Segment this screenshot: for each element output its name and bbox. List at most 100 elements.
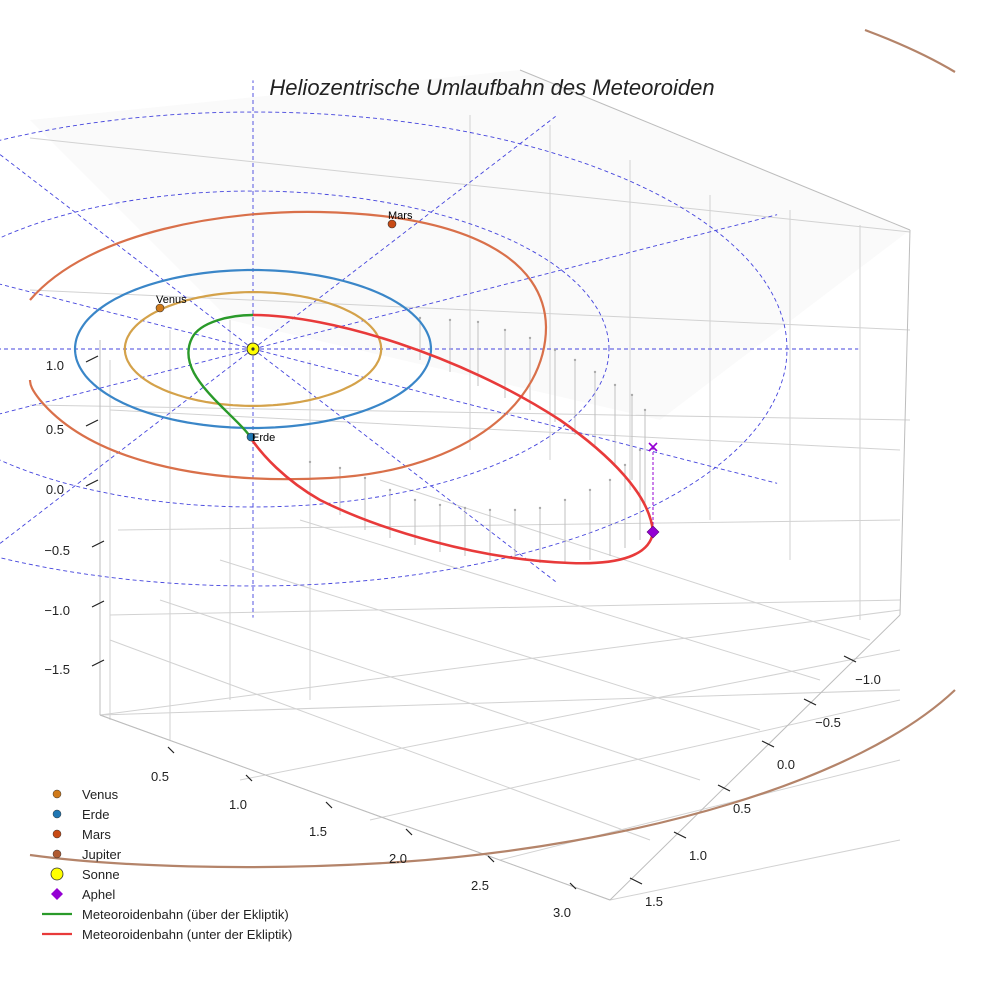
axis-edge-2 — [609, 614, 901, 901]
floor-line-9 — [499, 759, 901, 861]
legend-marker-erde — [52, 809, 62, 819]
legend-marker-sonne — [50, 867, 64, 881]
tick-mark-z-0 — [85, 355, 99, 363]
projection-tick-12 — [608, 478, 612, 482]
tick-mark-z-2 — [85, 479, 99, 487]
tick-mark-x-2 — [325, 801, 333, 809]
grid-line-h-5 — [109, 599, 901, 616]
planet-marker-erde — [246, 432, 256, 442]
projection-tick-20 — [553, 348, 557, 352]
projection-tick-17 — [476, 320, 480, 324]
projection-tick-19 — [528, 336, 532, 340]
orbit-venus — [123, 291, 383, 407]
orbit-mars — [28, 210, 548, 481]
projection-tick-2 — [363, 476, 367, 480]
projection-tick-7 — [488, 508, 492, 512]
tick-label-x-4: 2.5 — [471, 878, 489, 893]
projection-tick-11 — [588, 488, 592, 492]
planet-marker-venus — [155, 303, 165, 313]
orbit-erde — [73, 268, 433, 430]
legend-marker-jupiter — [52, 849, 62, 859]
axis-ticks: 1.0 0.5 0.0 −0.5 −1.0 −1.5 0.5 1.0 1.5 2.0 2.5 3.0 −… — [44, 355, 881, 920]
tick-label-z-4: −1.0 — [44, 603, 70, 618]
projection-tick-10 — [563, 498, 567, 502]
floor-line-2 — [159, 599, 701, 781]
tick-mark-z-5 — [91, 659, 105, 667]
projection-tick-6 — [463, 506, 467, 510]
tick-mark-z-1 — [85, 419, 99, 427]
orbit-jupiter-bottom — [29, 689, 956, 869]
legend-marker-aphel — [51, 888, 63, 900]
reference-grid — [0, 80, 859, 618]
tick-mark-z-3 — [91, 540, 105, 548]
tick-label-y-4: 1.0 — [689, 848, 707, 863]
legend-marker-mars — [52, 829, 62, 839]
projection-tick-5 — [438, 503, 442, 507]
axis-edge-3 — [899, 229, 911, 616]
planet-label-venus: Venus — [156, 294, 187, 306]
projection-tick-0 — [308, 460, 312, 464]
meteoroid-orbit-below-ecliptic — [248, 313, 655, 565]
tick-label-z-1: 0.5 — [46, 422, 64, 437]
tick-label-y-2: 0.0 — [777, 757, 795, 772]
tick-label-x-0: 0.5 — [151, 769, 169, 784]
tick-mark-x-1 — [245, 774, 253, 782]
projection-tick-21 — [573, 358, 577, 362]
aphel-projection-marker — [648, 442, 658, 452]
chart-title: Heliozentrische Umlaufbahn des Meteoroid… — [269, 75, 714, 100]
reference-ray-4 — [0, 153, 254, 350]
legend-label-sonne: Sonne — [82, 867, 120, 882]
projection-tick-8 — [513, 508, 517, 512]
tick-mark-x-4 — [487, 855, 495, 863]
tick-mark-y-4 — [673, 831, 687, 839]
tick-label-x-3: 2.0 — [389, 851, 407, 866]
grid-line-h-6 — [99, 689, 901, 716]
legend-label-jupiter: Jupiter — [82, 847, 122, 862]
floor-line-10 — [609, 839, 901, 901]
tick-mark-x-3 — [405, 828, 413, 836]
orbit-jupiter-top — [864, 28, 956, 73]
projection-tick-23 — [613, 383, 617, 387]
reference-ray-2 — [252, 116, 556, 350]
floor-line-6 — [99, 609, 901, 716]
tick-label-x-1: 1.0 — [229, 797, 247, 812]
tick-mark-y-5 — [629, 877, 643, 885]
tick-label-z-0: 1.0 — [46, 358, 64, 373]
reference-ray-8 — [0, 348, 254, 545]
meteoroid-orbit — [187, 313, 655, 565]
legend-label-mars: Mars — [82, 827, 111, 842]
tick-mark-y-0 — [843, 655, 857, 663]
projection-tick-13 — [623, 463, 627, 467]
projection-tick-24 — [630, 393, 634, 397]
projection-tick-14 — [638, 448, 642, 452]
axis-edge-4 — [519, 69, 911, 231]
tick-mark-z-4 — [91, 600, 105, 608]
reference-ray-11 — [252, 348, 778, 484]
legend-label-venus: Venus — [82, 787, 119, 802]
floor-line-8 — [369, 699, 901, 821]
tick-mark-y-3 — [717, 784, 731, 792]
legend-label-erde: Erde — [82, 807, 109, 822]
projection-tick-15 — [418, 316, 422, 320]
meteoroid-orbit-above-ecliptic — [187, 313, 254, 438]
projection-tick-9 — [538, 506, 542, 510]
planet-orbits — [28, 28, 956, 869]
tick-mark-y-2 — [761, 740, 775, 748]
projection-tick-1 — [338, 466, 342, 470]
projection-tick-16 — [448, 318, 452, 322]
floor-line-5 — [379, 479, 871, 641]
sun-center-dot — [251, 347, 255, 351]
planet-label-mars: Mars — [388, 210, 413, 222]
legend-label-meteoroidenbahn-unter-der-ekliptik: Meteoroidenbahn (unter der Ekliptik) — [82, 927, 292, 942]
grid-line-h-3 — [109, 409, 901, 451]
grid-line-h-4 — [117, 519, 901, 531]
tick-label-y-1: −0.5 — [815, 715, 841, 730]
tick-label-z-5: −1.5 — [44, 662, 70, 677]
projection-tick-3 — [388, 488, 392, 492]
tick-label-x-2: 1.5 — [309, 824, 327, 839]
floor-line-3 — [219, 559, 761, 731]
floor-line-4 — [299, 519, 821, 681]
tick-label-y-0: −1.0 — [855, 672, 881, 687]
floor-line-1 — [109, 639, 651, 841]
